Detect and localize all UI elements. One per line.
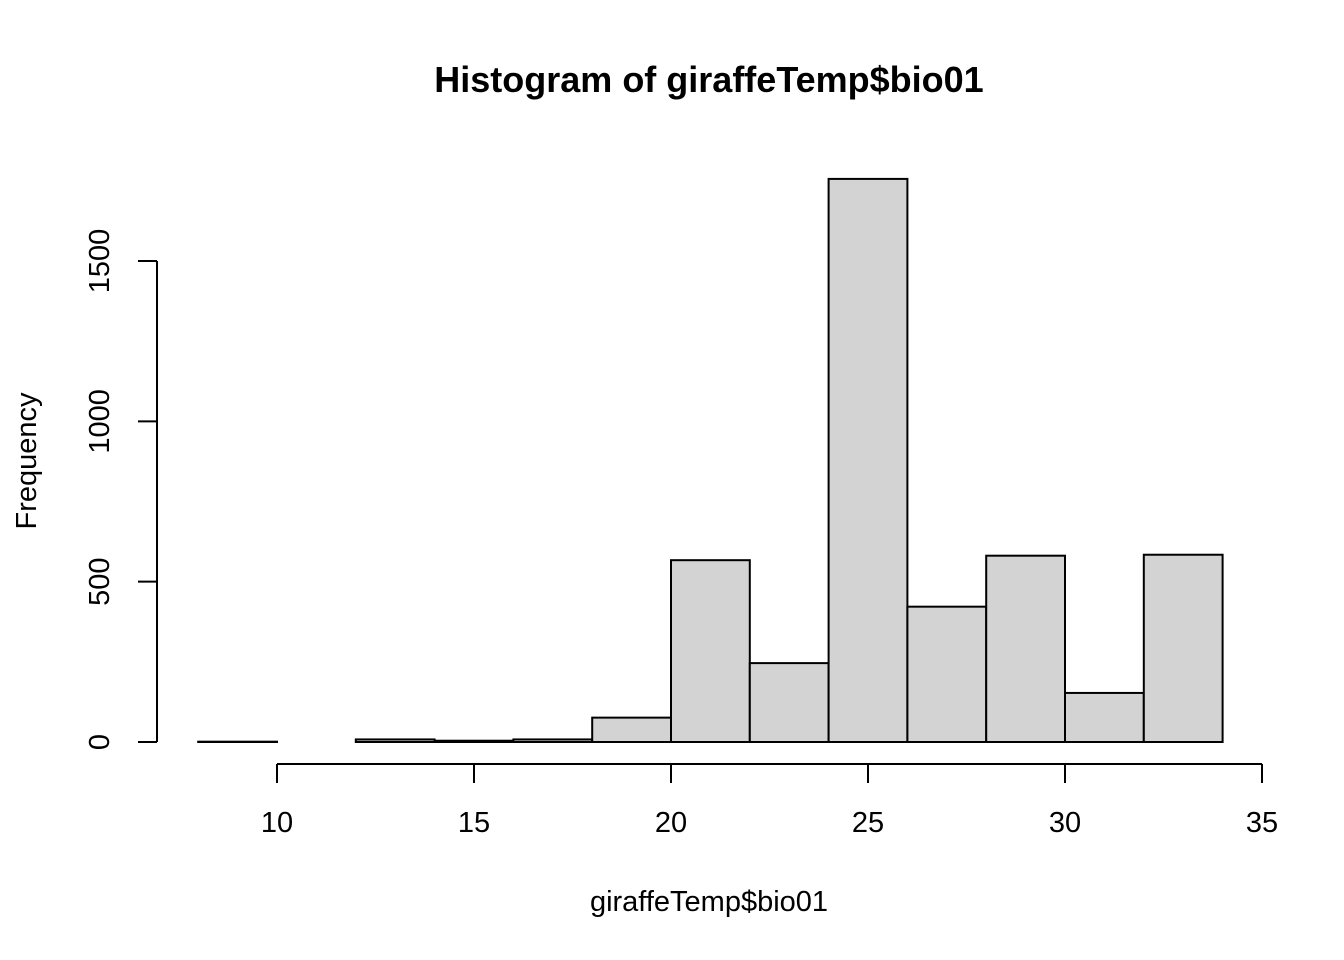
y-axis-label: Frequency: [11, 392, 43, 530]
x-tick-label-5: 35: [1246, 807, 1278, 839]
histogram-bar-7: [748, 662, 830, 744]
histogram-bar-12: [1142, 553, 1224, 743]
histogram-bar-5: [591, 716, 673, 743]
x-tick-label-2: 20: [655, 807, 687, 839]
histogram-bar-11: [1064, 691, 1145, 743]
x-tick-label-1: 15: [458, 807, 490, 839]
histogram-bar-10: [985, 554, 1067, 744]
histogram-bar-8: [827, 177, 909, 743]
y-tick-label-1: 500: [84, 557, 116, 605]
x-axis-label: giraffeTemp$bio01: [590, 886, 828, 918]
histogram-bar-6: [670, 559, 751, 743]
chart-title: Histogram of giraffeTemp$bio01: [434, 59, 983, 100]
histogram-bar-9: [906, 605, 988, 743]
x-axis: 10 15 20 25 30 35: [261, 763, 1278, 839]
y-tick-label-0: 0: [84, 734, 116, 750]
histogram-bar-4: [512, 738, 594, 744]
y-tick-label-2: 1000: [84, 389, 116, 454]
bars-group: [197, 177, 1224, 744]
y-tick-label-3: 1500: [84, 229, 116, 294]
histogram-bar-3: [433, 739, 515, 744]
x-tick-label-3: 25: [852, 807, 884, 839]
histogram-bar-2: [354, 738, 436, 744]
x-tick-label-0: 10: [261, 807, 293, 839]
x-tick-label-4: 30: [1049, 807, 1081, 839]
y-axis: 0 500 1000 1500: [84, 229, 158, 750]
